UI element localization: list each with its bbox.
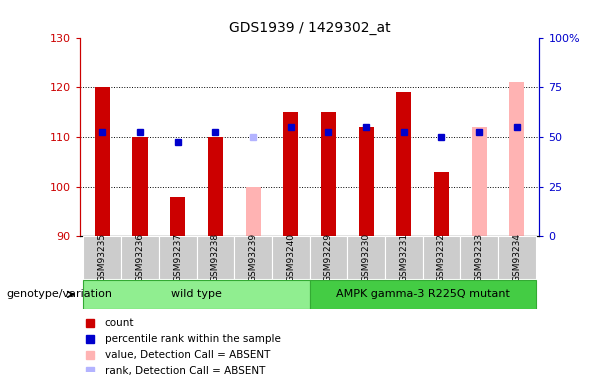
Text: GSM93235: GSM93235 [98, 233, 107, 282]
Bar [385, 236, 422, 279]
Bar [170, 196, 185, 236]
Text: GSM93237: GSM93237 [173, 233, 182, 282]
Text: GSM93236: GSM93236 [135, 233, 145, 282]
Bar [132, 137, 148, 236]
Bar [234, 236, 272, 279]
Text: rank, Detection Call = ABSENT: rank, Detection Call = ABSENT [105, 366, 265, 375]
Bar [347, 236, 385, 279]
Bar [359, 127, 374, 236]
Bar [159, 236, 197, 279]
Bar [95, 87, 110, 236]
Text: GSM93234: GSM93234 [512, 233, 521, 282]
Text: AMPK gamma-3 R225Q mutant: AMPK gamma-3 R225Q mutant [336, 290, 509, 299]
Text: GSM93231: GSM93231 [399, 233, 408, 282]
Title: GDS1939 / 1429302_at: GDS1939 / 1429302_at [229, 21, 390, 35]
Bar [245, 187, 261, 236]
Bar [434, 172, 449, 236]
Text: GSM93233: GSM93233 [474, 233, 484, 282]
Bar [83, 236, 121, 279]
Bar [471, 127, 487, 236]
Text: genotype/variation: genotype/variation [6, 290, 112, 299]
Bar [283, 112, 299, 236]
Bar [121, 236, 159, 279]
Bar [460, 236, 498, 279]
Text: GSM93239: GSM93239 [248, 233, 257, 282]
Text: GSM93238: GSM93238 [211, 233, 220, 282]
Bar [310, 236, 347, 279]
Text: percentile rank within the sample: percentile rank within the sample [105, 334, 281, 344]
Bar [197, 236, 234, 279]
Text: GSM93229: GSM93229 [324, 233, 333, 282]
Text: count: count [105, 318, 134, 328]
Bar [83, 280, 310, 309]
Bar [272, 236, 310, 279]
Bar [396, 92, 411, 236]
Text: wild type: wild type [171, 290, 222, 299]
Bar [310, 280, 536, 309]
Bar [422, 236, 460, 279]
Text: GSM93232: GSM93232 [437, 233, 446, 282]
Text: GSM93230: GSM93230 [362, 233, 371, 282]
Text: value, Detection Call = ABSENT: value, Detection Call = ABSENT [105, 350, 270, 360]
Bar [208, 137, 223, 236]
Text: GSM93240: GSM93240 [286, 233, 295, 282]
Bar [498, 236, 536, 279]
Bar [321, 112, 336, 236]
Bar [509, 82, 524, 236]
